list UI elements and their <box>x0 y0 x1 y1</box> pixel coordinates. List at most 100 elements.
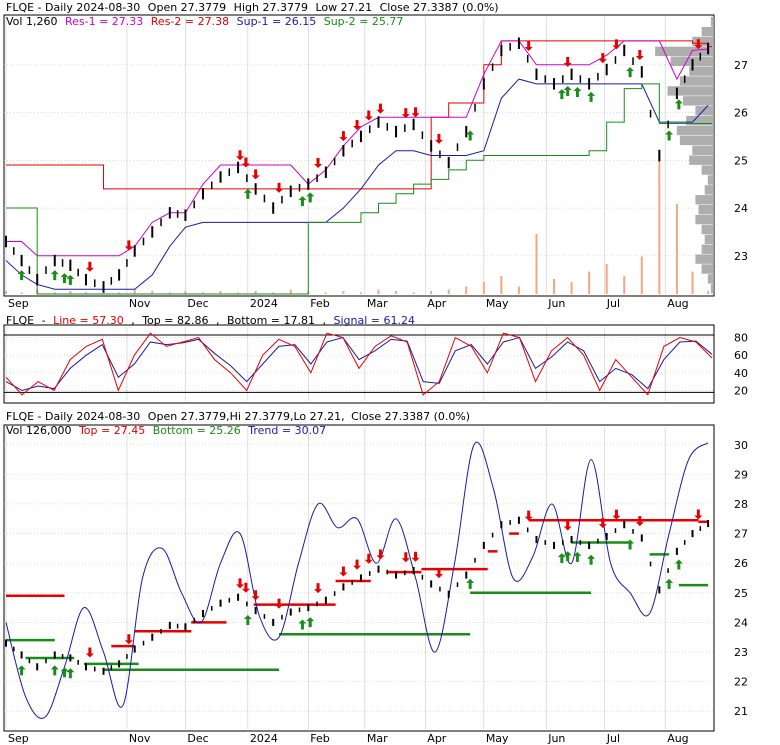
buy-arrow <box>66 274 75 285</box>
trend-buy-arrow <box>665 578 674 589</box>
buy-arrow <box>298 196 307 207</box>
volume-profile-bar <box>695 254 714 264</box>
volume-bar <box>623 276 626 294</box>
stochastic-panel-frame <box>3 324 715 404</box>
price-y-tick-label: 23 <box>734 250 748 263</box>
trend-buy-arrow <box>17 665 26 676</box>
buy-arrow <box>60 273 69 284</box>
volume-bar <box>377 289 380 294</box>
tick-labels: SepSepNovNovDecDec20242024FebFebMarMarAp… <box>8 59 748 745</box>
buy-arrow <box>306 192 315 203</box>
stochastic-header-top: Top = 82.86 <box>141 314 208 327</box>
trend-sell-arrow <box>314 583 323 594</box>
trend-sell-arrow <box>401 552 410 563</box>
trend-sell-arrow <box>434 568 443 579</box>
volume-bar <box>588 271 591 294</box>
grid-lines <box>4 17 714 729</box>
stochastic-header: FLQE - Line = 57.30 , Top = 82.86 , Bott… <box>6 314 415 327</box>
buy-arrow <box>626 67 635 78</box>
trend-buy-arrow <box>587 554 596 565</box>
volume-profile-bar <box>695 106 714 116</box>
price-header-high: High 27.3779 <box>234 1 308 14</box>
volume-bar <box>482 282 485 294</box>
res1-line <box>6 40 709 257</box>
stochastic-y-tick-label: 60 <box>734 349 748 362</box>
price-legend-sup1: Sup-1 = 26.15 <box>237 15 317 28</box>
buy-arrow <box>243 188 252 199</box>
price-y-tick-label: 26 <box>734 107 748 120</box>
sup2-line <box>6 83 712 295</box>
price-x-tick-label: 2024 <box>250 297 278 310</box>
trend-x-tick-label: Mar <box>367 732 388 745</box>
trend-buy-arrow <box>243 615 252 626</box>
sell-arrow <box>314 157 323 168</box>
trend-legend-vol: Vol 126,000 <box>6 424 71 437</box>
volume-bar <box>640 256 643 294</box>
volume-profile-bar <box>698 204 714 215</box>
trend-x-tick-label: Jun <box>547 732 565 745</box>
trend-y-tick-label: 28 <box>734 498 748 511</box>
sell-arrow <box>275 182 284 193</box>
buy-arrow <box>557 89 566 100</box>
volume-profile-bar <box>707 274 714 284</box>
price-header-symbol: FLQE - Daily 2024-08-30 <box>6 1 140 14</box>
volume-profile-bar <box>655 46 714 57</box>
trend-x-tick-label: Dec <box>187 732 208 745</box>
buy-arrow <box>665 130 674 141</box>
sell-arrow <box>339 131 348 142</box>
trend-buy-arrow <box>306 617 315 628</box>
sell-arrow <box>376 103 385 114</box>
buy-arrow <box>587 91 596 102</box>
trend-y-tick-label: 25 <box>734 587 748 600</box>
trend-sell-arrow <box>612 509 621 520</box>
price-x-tick-label: Aug <box>667 297 688 310</box>
price-header-low: Low 27.21 <box>315 1 372 14</box>
volume-bar <box>219 291 222 294</box>
sell-arrow <box>694 39 703 50</box>
trend-x-tick-label: Nov <box>129 732 151 745</box>
trend-sell-arrow <box>635 516 644 527</box>
series-lines <box>4 37 714 719</box>
volume-profile-bar <box>704 185 714 195</box>
volume-bar <box>605 264 608 294</box>
trend-x-tick-label: May <box>486 732 509 745</box>
volume-bar <box>69 291 72 294</box>
sell-arrow <box>251 169 260 180</box>
trend-legend-trend: Trend = 30.07 <box>247 424 326 437</box>
volume-bar <box>500 276 503 294</box>
volume-profile-bar <box>704 234 714 245</box>
volume-bar <box>168 292 171 294</box>
trend-sell-arrow <box>364 553 373 564</box>
volume-profile-bar <box>683 96 714 106</box>
price-x-tick-label: Dec <box>187 297 208 310</box>
volume-bar <box>201 292 204 294</box>
volume-profile-bar <box>676 125 714 136</box>
buy-arrow <box>674 99 683 110</box>
volume-profile-bar <box>710 284 714 294</box>
volume-bar <box>359 292 362 294</box>
price-legend-res2: Res-2 = 27.38 <box>151 15 229 28</box>
volume-bar <box>184 291 187 294</box>
trend-legend: Vol 126,000 Top = 27.45 Bottom = 25.26 T… <box>6 424 326 437</box>
stochastic-header-bottom: Bottom = 17.81 <box>227 314 315 327</box>
price-panel-frame <box>3 14 715 297</box>
volume-bar <box>289 289 292 294</box>
price-header-close: Close 27.3387 (0.0%) <box>380 1 499 14</box>
price-legend-res1: Res-1 = 27.33 <box>65 15 143 28</box>
volume-profile-bar <box>701 224 714 235</box>
volume-bar <box>237 292 240 294</box>
volume-profile-bar <box>695 195 714 205</box>
price-x-tick-label: Jun <box>547 297 565 310</box>
price-legend-sup2: Sup-2 = 25.77 <box>324 15 404 28</box>
price-x-tick-label: Feb <box>310 297 329 310</box>
trend-sell-arrow <box>85 647 94 658</box>
sell-arrow <box>353 120 362 131</box>
sup1-line <box>5 78 709 290</box>
trend-y-tick-label: 23 <box>734 646 748 659</box>
price-y-tick-label: 25 <box>734 154 748 167</box>
buy-arrow <box>17 270 26 281</box>
volume-profile-bar <box>692 36 714 47</box>
stochastic-signal-line <box>5 336 713 391</box>
trend-buy-arrow <box>674 559 683 570</box>
